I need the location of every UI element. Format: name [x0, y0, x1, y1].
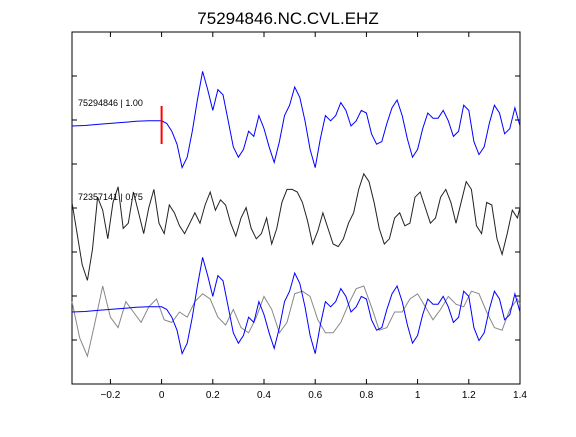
trace-secondary — [71, 172, 521, 281]
trace-primary — [71, 71, 521, 170]
x-tick-label: 0.8 — [359, 390, 373, 401]
plot-frame — [71, 31, 521, 385]
x-tick-label: 1.4 — [513, 390, 527, 401]
trace-overlay-secondary — [71, 285, 521, 358]
x-tick-label: 0 — [159, 390, 165, 401]
x-tick-label: 0.6 — [308, 390, 322, 401]
x-tick-label: 0.4 — [257, 390, 271, 401]
waveform-traces — [71, 71, 521, 358]
x-tick-label: 1 — [415, 390, 421, 401]
chart-title: 75294846.NC.CVL.EHZ — [197, 9, 378, 28]
trace-label-secondary: 72357141 | 0.75 — [78, 192, 143, 202]
x-tick-label: −0.2 — [101, 390, 121, 401]
x-tick-label: 0.2 — [206, 390, 220, 401]
x-ticks: −0.2 0 0.2 0.4 0.6 0.8 1 1.2 1.4 — [101, 32, 527, 401]
x-tick-label: 1.2 — [462, 390, 476, 401]
trace-label-primary: 75294846 | 1.00 — [78, 98, 143, 108]
trace-overlay-primary — [71, 257, 521, 356]
y-ticks — [72, 75, 520, 341]
